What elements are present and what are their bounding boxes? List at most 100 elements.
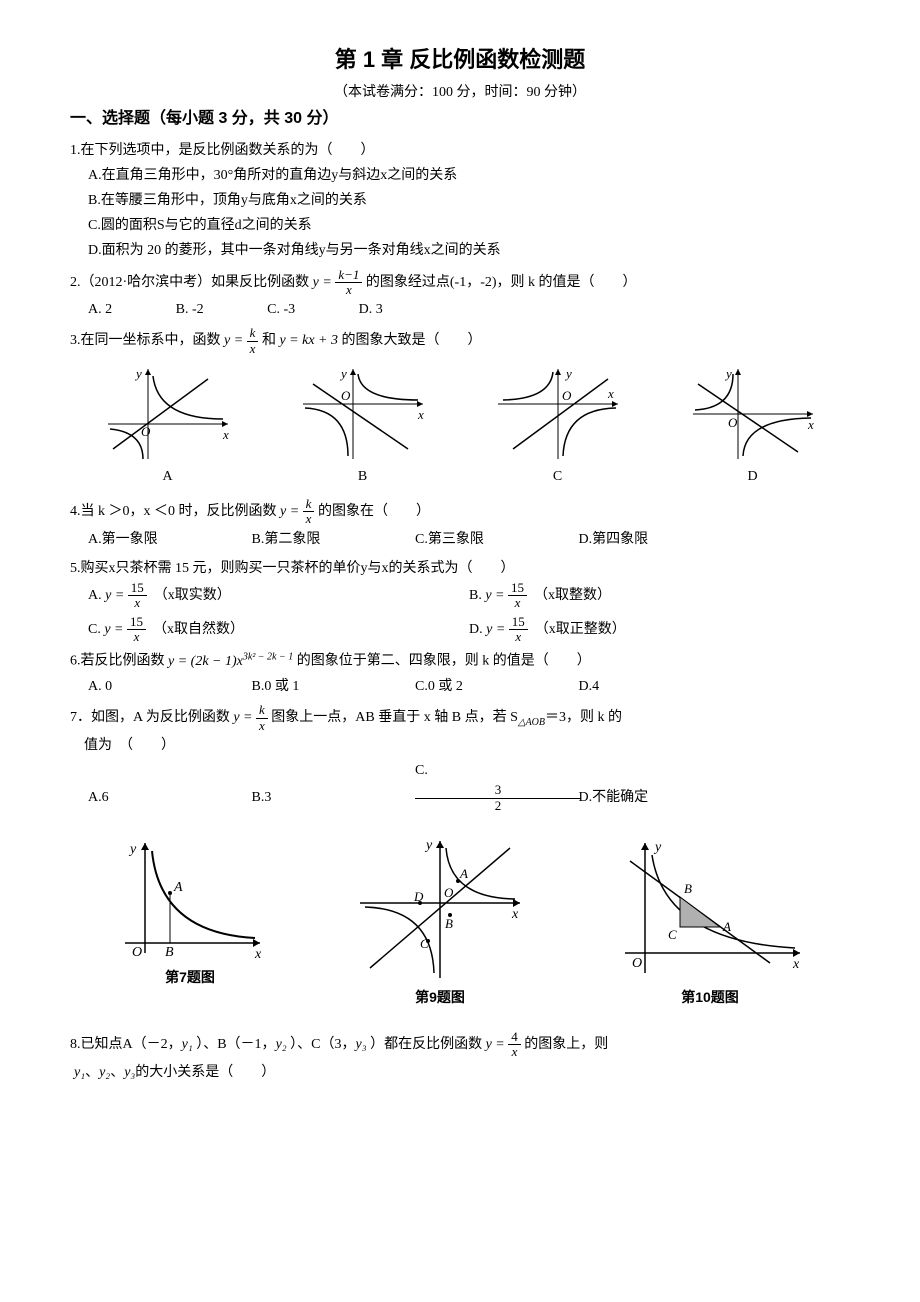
q8-frac-d: x: [508, 1045, 521, 1059]
q3-fig-A: Oxy A: [98, 364, 238, 489]
q4-frac: kx: [303, 497, 315, 527]
fig9-svg: Oxy A B D C: [350, 833, 530, 983]
svg-text:O: O: [728, 415, 738, 430]
q5-C-frac: 15x: [127, 615, 146, 645]
q5-A-n: 15: [128, 581, 147, 596]
q4-opts: A.第一象限 B.第二象限 C.第三象限 D.第四象限: [88, 527, 850, 552]
q1-D: D.面积为 20 的菱形，其中一条对角线y与另一条对角线x之间的关系: [88, 238, 850, 263]
q5-opts: A. y = 15x （x取实数） B. y = 15x （x取整数） C. y…: [88, 581, 850, 644]
fig10-svg: Oxy B A C: [610, 833, 810, 983]
q6-prefix: 6.若反比例函数: [70, 654, 168, 669]
q3: 3.在同一坐标系中，函数 y = kx 和 y = kx + 3 的图象大致是（…: [70, 326, 850, 356]
fig9: Oxy A B D C 第9题图: [350, 833, 530, 1010]
q3-frac-d: x: [247, 342, 259, 356]
q2-opts: A. 2 B. -2 C. -3 D. 3: [88, 297, 850, 322]
q1: 1.在下列选项中，是反比例函数关系的为（ ） A.在直角三角形中，30°角所对的…: [70, 138, 850, 264]
q8-l2-mid: 的大小关系是（ ）: [135, 1065, 275, 1080]
q3-fig-C: Oxy C: [488, 364, 628, 489]
q3-fig-B: Oxy B: [293, 364, 433, 489]
svg-text:y: y: [564, 366, 572, 381]
page-title: 第 1 章 反比例函数检测题: [70, 40, 850, 80]
q3-mid1: 和: [262, 333, 280, 348]
q6-C: C.0 或 2: [415, 674, 575, 699]
q8-y1: y₁: [182, 1037, 193, 1052]
q5-B-suf: （x取整数）: [534, 588, 611, 603]
q5-C-eq: y =: [104, 622, 123, 637]
q5-C-d: x: [127, 630, 146, 644]
q8-prefix: 8.已知点A（－2，: [70, 1037, 182, 1052]
q4-C: C.第三象限: [415, 527, 575, 552]
q8-l2-y2: y₂: [99, 1065, 110, 1080]
graph-C: Oxy: [488, 364, 628, 464]
q4-B: B.第二象限: [252, 527, 412, 552]
q6-opts: A. 0 B.0 或 1 C.0 或 2 D.4: [88, 674, 850, 699]
svg-text:O: O: [341, 388, 351, 403]
svg-text:B: B: [165, 945, 174, 960]
q7-C-d: 2: [415, 799, 581, 813]
svg-text:O: O: [132, 945, 142, 960]
svg-text:A: A: [722, 919, 731, 934]
q7-A: A.6: [88, 785, 248, 810]
svg-text:B: B: [445, 916, 453, 931]
q5-D: D. y = 15x （x取正整数）: [469, 615, 850, 645]
graph-A: Oxy: [98, 364, 238, 464]
q4-A: A.第一象限: [88, 527, 248, 552]
q8-frac-n: 4: [508, 1030, 521, 1045]
q5-D-frac: 15x: [509, 615, 528, 645]
q7-C-frac: 32: [415, 783, 575, 813]
q8-p3: ）、C（3，: [290, 1037, 355, 1052]
graph-D: Oxy: [683, 364, 823, 464]
q4-suffix: 的图象在（ ）: [318, 504, 430, 519]
q4-D: D.第四象限: [579, 527, 739, 552]
q6-suffix: 的图象位于第二、四象限，则 k 的值是（ ）: [297, 654, 591, 669]
svg-text:x: x: [417, 407, 424, 422]
svg-text:C: C: [668, 927, 677, 942]
q5-C-n: 15: [127, 615, 146, 630]
q7-mid: 图象上一点，AB 垂直于 x 轴 B 点，若 S: [271, 710, 518, 725]
q2-frac: k−1x: [335, 268, 362, 298]
svg-text:x: x: [511, 907, 519, 922]
q8-suffix: 的图象上，则: [524, 1037, 608, 1052]
q8: 8.已知点A（－2，y₁ ）、B（－1，y₂ ）、C（3，y₃ ）都在反比例函数…: [70, 1030, 850, 1085]
q3-fig-D: Oxy D: [683, 364, 823, 489]
svg-text:O: O: [141, 424, 151, 439]
q5: 5.购买x只茶杯需 15 元，则购买一只茶杯的单价y与x的关系式为（ ） A. …: [70, 556, 850, 644]
q7-y-eq: y =: [233, 710, 252, 725]
q5-A-frac: 15x: [128, 581, 147, 611]
svg-text:y: y: [653, 840, 662, 855]
q8-y3: y₃: [356, 1037, 367, 1052]
svg-text:C: C: [420, 936, 429, 951]
q5-stem: 5.购买x只茶杯需 15 元，则购买一只茶杯的单价y与x的关系式为（ ）: [70, 556, 850, 581]
q7-D: D.不能确定: [579, 785, 739, 810]
q5-B-d: x: [508, 596, 527, 610]
q8-l2-y1: y₁: [74, 1065, 85, 1080]
q5-C-suf: （x取自然数）: [153, 622, 244, 637]
q8-p4: ）都在反比例函数: [370, 1037, 486, 1052]
q7-line2: 值为 （ ）: [84, 733, 850, 758]
q4-frac-n: k: [303, 497, 315, 512]
q4-prefix: 4.当 k ＞0，x ＜0 时，反比例函数: [70, 504, 280, 519]
fig7-svg: Oxy A B: [110, 833, 270, 963]
q7-C-pre: C.: [415, 758, 575, 783]
svg-text:B: B: [684, 881, 692, 896]
svg-text:y: y: [724, 366, 732, 381]
q7-C-n: 3: [415, 783, 581, 798]
q5-B-frac: 15x: [508, 581, 527, 611]
fig7-label: 第7题图: [110, 965, 270, 990]
q4: 4.当 k ＞0，x ＜0 时，反比例函数 y = kx 的图象在（ ） A.第…: [70, 497, 850, 552]
q6-func: y = (2k − 1)x3k² − 2k − 1: [168, 654, 293, 669]
q6-A: A. 0: [88, 674, 248, 699]
q2-B: B. -2: [176, 297, 204, 322]
q5-C: C. y = 15x （x取自然数）: [88, 615, 469, 645]
q8-line2: y₁、y₂、y₃的大小关系是（ ）: [74, 1060, 850, 1085]
q1-stem: 1.在下列选项中，是反比例函数关系的为（ ）: [70, 138, 850, 163]
q3-frac-n: k: [247, 326, 259, 341]
q3-mid2: 的图象大致是（ ）: [342, 333, 482, 348]
fig9-label: 第9题图: [350, 985, 530, 1010]
q2-frac-d: x: [335, 283, 362, 297]
svg-text:O: O: [562, 388, 572, 403]
q1-A: A.在直角三角形中，30°角所对的直角边y与斜边x之间的关系: [88, 163, 850, 188]
q7-frac-d: x: [256, 719, 268, 733]
q8-y2: y₂: [276, 1037, 287, 1052]
q2: 2.（2012·哈尔滨中考）如果反比例函数 y = k−1x 的图象经过点(-1…: [70, 268, 850, 323]
